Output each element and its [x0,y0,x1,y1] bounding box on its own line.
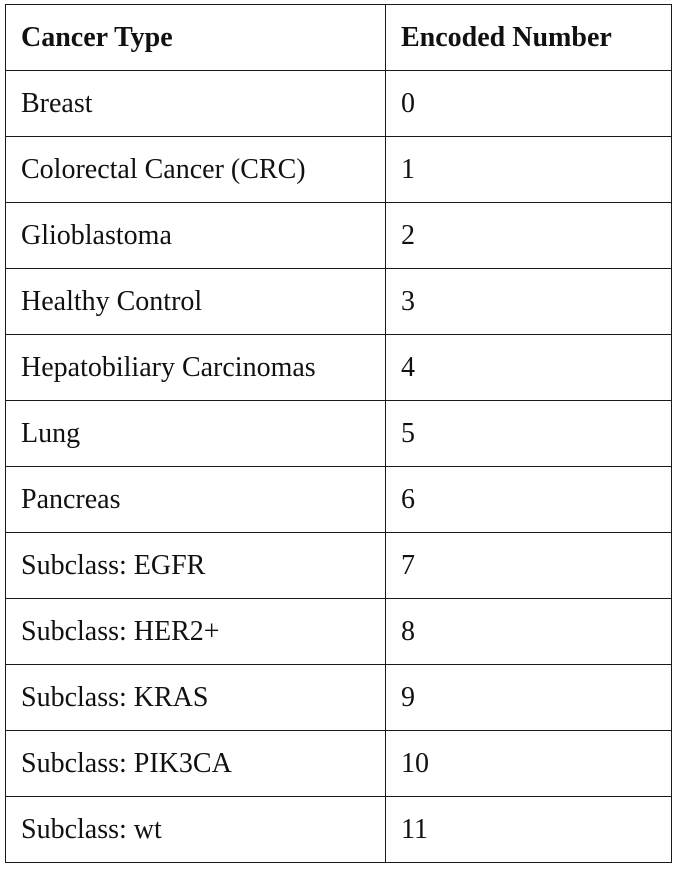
table-header: Cancer Type Encoded Number [5,4,672,71]
document-page: Cancer Type Encoded Number Breast 0 Colo… [5,4,672,863]
cancer-type-cell: Pancreas [5,466,386,533]
encoded-number-cell: 6 [385,466,672,533]
encoded-number-cell: 9 [385,664,672,731]
encoded-number-cell: 11 [385,796,672,863]
header-encoded-number: Encoded Number [385,4,672,71]
encoded-number-cell: 10 [385,730,672,797]
table-row: Subclass: KRAS 9 [5,664,672,731]
table-row: Subclass: PIK3CA 10 [5,730,672,797]
cancer-type-cell: Breast [5,70,386,137]
cancer-type-cell: Hepatobiliary Carcinomas [5,334,386,401]
table-body: Breast 0 Colorectal Cancer (CRC) 1 Gliob… [5,70,672,863]
cancer-type-cell: Subclass: EGFR [5,532,386,599]
table-row: Pancreas 6 [5,466,672,533]
cancer-type-cell: Glioblastoma [5,202,386,269]
table-row: Lung 5 [5,400,672,467]
encoded-number-cell: 1 [385,136,672,203]
table-row: Colorectal Cancer (CRC) 1 [5,136,672,203]
table-row: Healthy Control 3 [5,268,672,335]
table-row: Glioblastoma 2 [5,202,672,269]
cancer-type-cell: Subclass: PIK3CA [5,730,386,797]
table-row: Subclass: EGFR 7 [5,532,672,599]
table-row: Subclass: wt 11 [5,796,672,863]
encoded-number-cell: 5 [385,400,672,467]
cancer-type-cell: Colorectal Cancer (CRC) [5,136,386,203]
cancer-encoding-table: Cancer Type Encoded Number Breast 0 Colo… [5,4,672,863]
table-row: Breast 0 [5,70,672,137]
encoded-number-cell: 2 [385,202,672,269]
encoded-number-cell: 4 [385,334,672,401]
encoded-number-cell: 7 [385,532,672,599]
cancer-type-cell: Subclass: wt [5,796,386,863]
encoded-number-cell: 8 [385,598,672,665]
header-cancer-type: Cancer Type [5,4,386,71]
cancer-type-cell: Subclass: KRAS [5,664,386,731]
table-row: Subclass: HER2+ 8 [5,598,672,665]
cancer-type-cell: Lung [5,400,386,467]
cancer-type-cell: Healthy Control [5,268,386,335]
cancer-type-cell: Subclass: HER2+ [5,598,386,665]
encoded-number-cell: 3 [385,268,672,335]
header-row: Cancer Type Encoded Number [5,4,672,71]
table-row: Hepatobiliary Carcinomas 4 [5,334,672,401]
encoded-number-cell: 0 [385,70,672,137]
